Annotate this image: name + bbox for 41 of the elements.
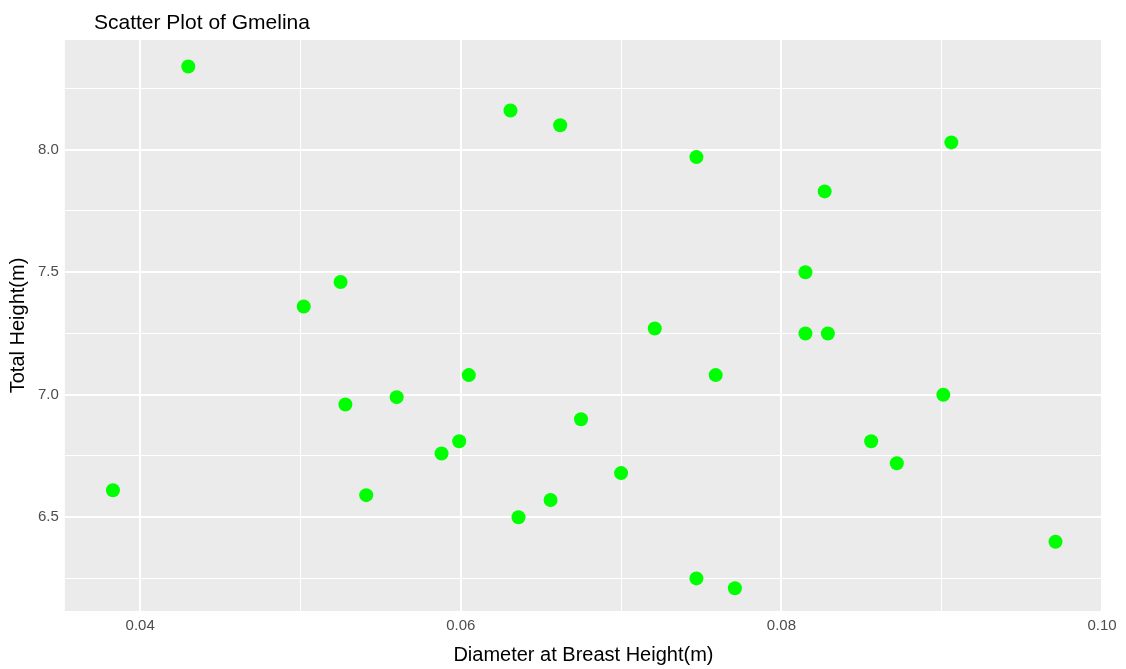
chart-title: Scatter Plot of Gmelina [94,10,310,34]
point [296,299,311,314]
point [689,150,704,165]
point [647,321,662,336]
x-tick-label: 0.10 [1087,616,1117,634]
point [889,456,904,471]
y-tick-label: 6.5 [37,507,59,525]
x-tick-label: 0.06 [446,616,476,634]
point [359,488,374,503]
x-axis-title: Diameter at Breast Height(m) [453,642,714,665]
point [543,493,558,508]
point [798,326,813,341]
point [452,434,467,449]
point [689,571,704,586]
point [333,275,348,290]
point [434,446,449,461]
point [727,581,742,596]
point [864,434,879,449]
point [820,326,835,341]
point [511,510,526,525]
y-tick-label: 8.0 [37,139,59,157]
x-tick-label: 0.08 [766,616,796,634]
point [936,387,951,402]
point [574,412,589,427]
point [389,390,404,405]
point [1048,534,1063,549]
point [614,466,629,481]
y-tick-label: 7.0 [37,384,59,402]
y-tick-label: 7.5 [37,262,59,280]
point [503,103,518,118]
point [817,184,832,199]
point [944,135,959,150]
point [181,59,196,74]
point [338,397,353,412]
point [708,368,723,383]
point [105,483,120,498]
point [461,368,476,383]
y-axis-title: Total Height(m) [5,257,28,394]
point [553,118,568,133]
x-tick-label: 0.04 [125,616,155,634]
point [798,265,813,280]
